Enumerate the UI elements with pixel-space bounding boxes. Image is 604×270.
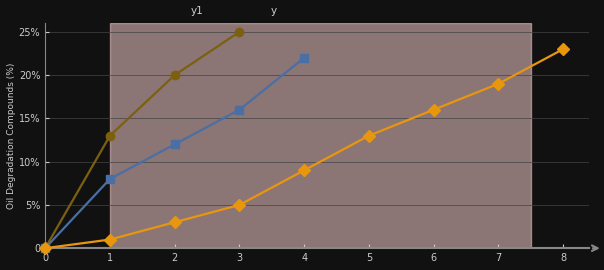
Text: y1: y1 — [191, 6, 204, 16]
Text: y: y — [271, 6, 277, 16]
Bar — [110, 23, 531, 248]
Y-axis label: Oil Degradation Compounds (%): Oil Degradation Compounds (%) — [7, 62, 16, 209]
